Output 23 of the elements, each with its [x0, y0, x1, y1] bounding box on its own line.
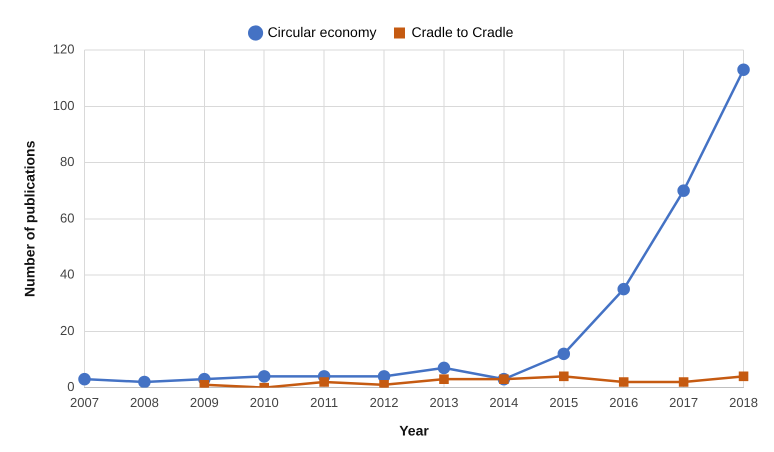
legend-label: Circular economy: [268, 24, 377, 40]
x-tick-label: 2007: [70, 394, 99, 410]
x-tick-label: 2018: [729, 394, 758, 410]
legend-label: Cradle to Cradle: [411, 24, 514, 40]
y-tick-label: 20: [60, 322, 74, 338]
x-tick-label: 2016: [609, 394, 638, 410]
y-tick-label: 40: [60, 266, 74, 282]
x-tick-label: 2015: [549, 394, 578, 410]
y-tick-label: 0: [67, 379, 74, 394]
x-axis-title: Year: [399, 422, 430, 438]
x-tick-label: 2010: [250, 394, 279, 410]
y-tick-label: 120: [52, 42, 74, 57]
x-tick-label: 2014: [489, 394, 518, 410]
x-tick-label: 2017: [669, 394, 698, 410]
y-tick-label: 60: [60, 210, 74, 226]
x-tick-label: 2013: [430, 394, 458, 410]
y-axis-title: Number of publications: [21, 140, 38, 297]
y-tick-label: 100: [52, 98, 74, 113]
y-tick-label: 80: [60, 154, 74, 170]
x-tick-label: 2009: [190, 394, 219, 410]
x-tick-label: 2011: [310, 394, 338, 410]
x-tick-label: 2012: [370, 394, 399, 410]
x-tick-label: 2008: [130, 394, 159, 410]
